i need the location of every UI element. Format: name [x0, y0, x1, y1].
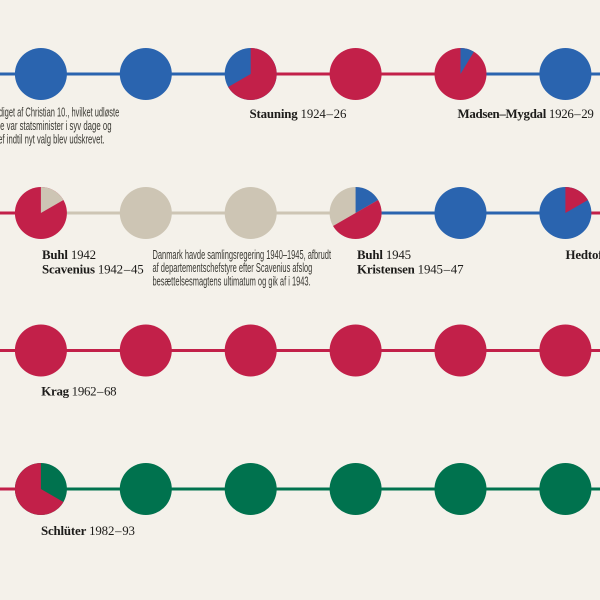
svg-text:diget af Christian 10., hvilke: diget af Christian 10., hvilket udløste: [0, 105, 119, 120]
svg-text:Krag 1962 – 68: Krag 1962 – 68: [41, 384, 116, 398]
svg-text:Madsen–Mygdal 1926 – 29: Madsen–Mygdal 1926 – 29: [458, 107, 594, 121]
svg-text:Scavenius 1942 – 45: Scavenius 1942 – 45: [42, 263, 144, 277]
svg-text:Buhl 1942: Buhl 1942: [42, 248, 96, 262]
svg-text:Kristensen 1945 – 47: Kristensen 1945 – 47: [357, 263, 464, 277]
svg-text:Schlüter 1982 – 93: Schlüter 1982 – 93: [41, 524, 135, 538]
svg-text:Buhl 1945: Buhl 1945: [357, 248, 411, 262]
svg-text:Danmark havde samlingsregering: Danmark havde samlingsregering 1940–1945…: [153, 248, 332, 263]
svg-text:Hedtoft 1947 – 50: Hedtoft 1947 – 50: [566, 248, 600, 262]
svg-text:besættelsesmagtens ultimatum o: besættelsesmagtens ultimatum og gik af i…: [153, 275, 311, 290]
svg-text:be var statsminister i syv dag: be var statsminister i syv dage og: [0, 119, 112, 134]
svg-text:Stauning 1924 – 26: Stauning 1924 – 26: [250, 107, 347, 121]
svg-text:ef indtil nyt valg blev udskre: ef indtil nyt valg blev udskrevet.: [0, 132, 105, 147]
svg-text:af departementschefstyre efter: af departementschefstyre efter Scavenius…: [153, 261, 313, 276]
